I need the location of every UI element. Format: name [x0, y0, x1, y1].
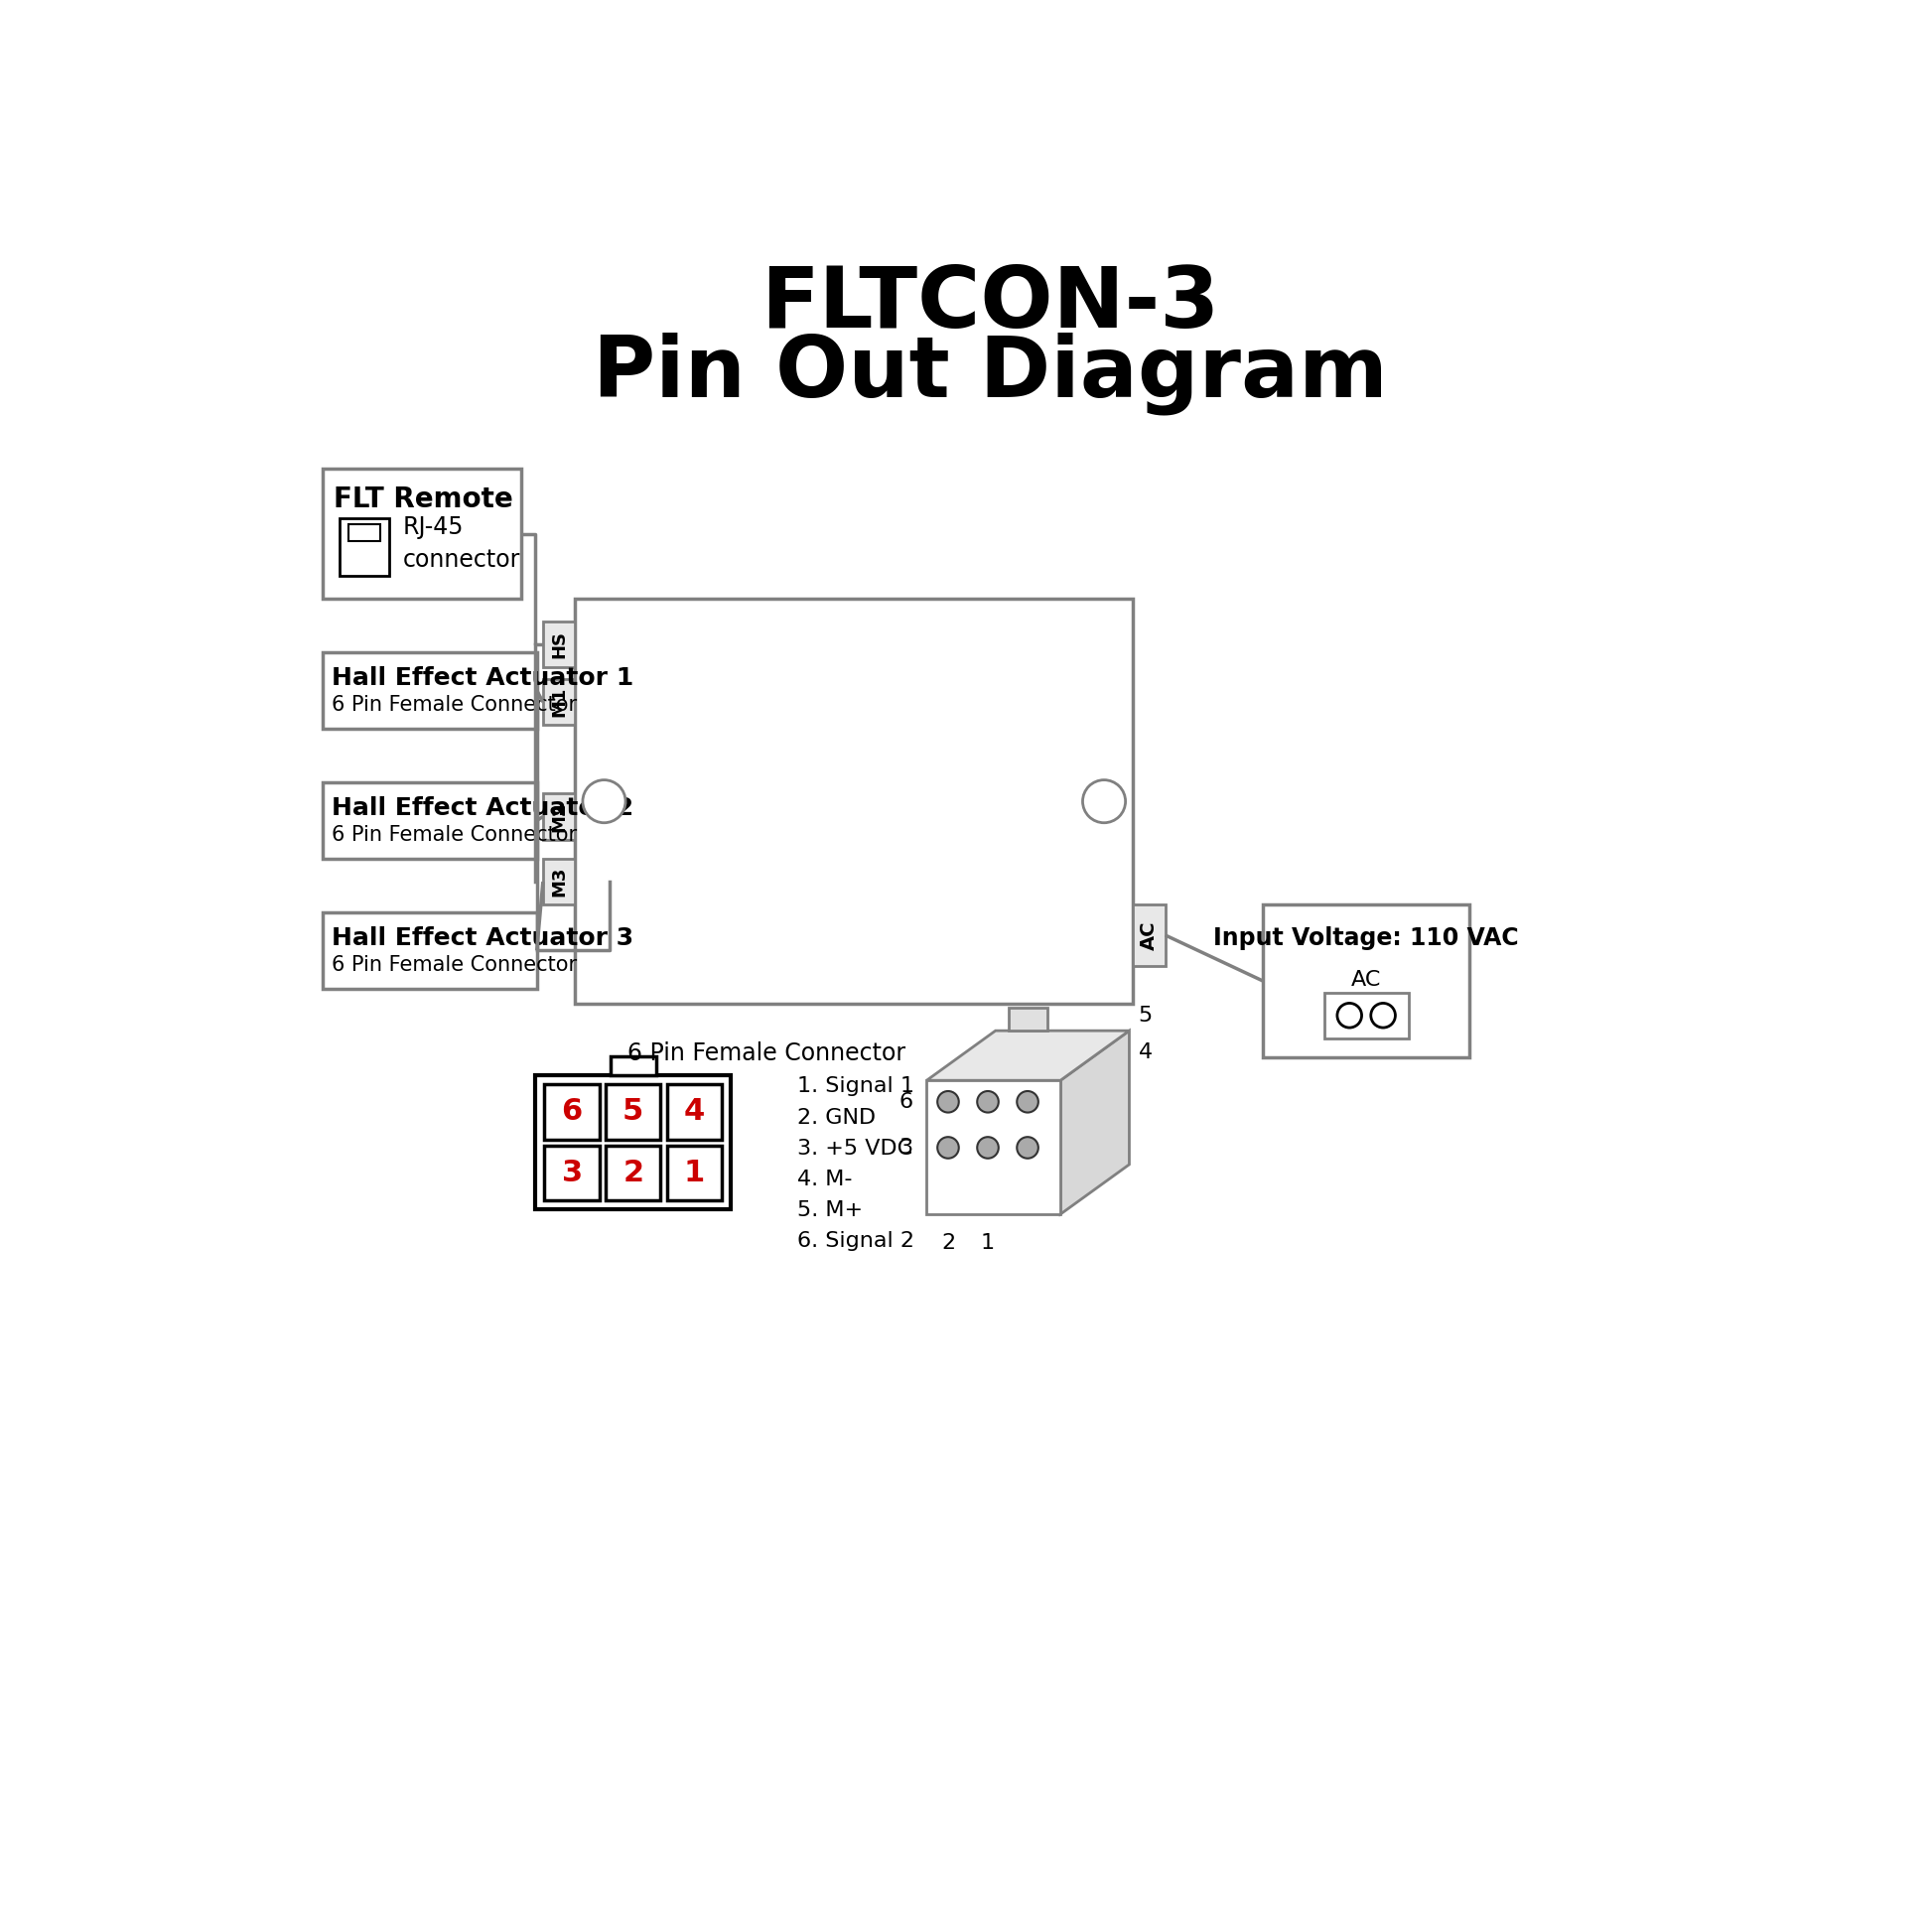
Text: M2: M2 — [551, 802, 568, 833]
Text: 6 Pin Female Connector: 6 Pin Female Connector — [332, 825, 578, 844]
Text: RJ-45
connector: RJ-45 connector — [404, 516, 520, 572]
FancyBboxPatch shape — [1264, 904, 1470, 1057]
Text: 6 Pin Female Connector: 6 Pin Female Connector — [332, 696, 578, 715]
Polygon shape — [927, 1030, 1130, 1080]
Circle shape — [937, 1136, 958, 1159]
Text: 4: 4 — [684, 1097, 705, 1126]
FancyBboxPatch shape — [323, 912, 537, 989]
FancyBboxPatch shape — [667, 1084, 723, 1140]
Text: 6: 6 — [898, 1092, 914, 1111]
FancyBboxPatch shape — [1009, 1009, 1047, 1030]
Circle shape — [978, 1092, 999, 1113]
FancyBboxPatch shape — [1132, 904, 1165, 966]
Circle shape — [1337, 1003, 1362, 1028]
Circle shape — [583, 781, 626, 823]
Circle shape — [1372, 1003, 1395, 1028]
FancyBboxPatch shape — [543, 794, 576, 840]
Text: 5: 5 — [622, 1097, 643, 1126]
Text: Hall Effect Actuator 3: Hall Effect Actuator 3 — [332, 925, 634, 951]
FancyBboxPatch shape — [1323, 993, 1408, 1037]
Polygon shape — [1061, 1030, 1130, 1213]
Circle shape — [937, 1092, 958, 1113]
Text: Hall Effect Actuator 2: Hall Effect Actuator 2 — [332, 796, 634, 819]
Circle shape — [978, 1136, 999, 1159]
FancyBboxPatch shape — [543, 678, 576, 724]
Text: 2: 2 — [941, 1233, 954, 1254]
FancyBboxPatch shape — [611, 1057, 657, 1074]
FancyBboxPatch shape — [545, 1084, 599, 1140]
Text: M1: M1 — [551, 688, 568, 717]
Text: AC: AC — [1350, 970, 1381, 989]
Text: 6: 6 — [562, 1097, 583, 1126]
FancyBboxPatch shape — [323, 653, 537, 728]
Text: M3: M3 — [551, 867, 568, 896]
Text: 6 Pin Female Connector: 6 Pin Female Connector — [332, 954, 578, 976]
Text: Hall Effect Actuator 1: Hall Effect Actuator 1 — [332, 667, 634, 690]
Text: FLT Remote: FLT Remote — [334, 485, 512, 514]
Circle shape — [1016, 1092, 1037, 1113]
FancyBboxPatch shape — [927, 1080, 1061, 1213]
FancyBboxPatch shape — [543, 858, 576, 904]
FancyBboxPatch shape — [323, 469, 522, 599]
Text: FLTCON-3: FLTCON-3 — [761, 263, 1219, 346]
FancyBboxPatch shape — [350, 526, 381, 541]
FancyBboxPatch shape — [605, 1146, 661, 1200]
FancyBboxPatch shape — [535, 1074, 730, 1209]
FancyBboxPatch shape — [323, 782, 537, 858]
Text: 5: 5 — [1138, 1005, 1153, 1026]
FancyBboxPatch shape — [605, 1084, 661, 1140]
FancyBboxPatch shape — [543, 622, 576, 668]
FancyBboxPatch shape — [667, 1146, 723, 1200]
Text: 6 Pin Female Connector: 6 Pin Female Connector — [628, 1041, 906, 1065]
Text: 1: 1 — [981, 1233, 995, 1254]
Circle shape — [1016, 1136, 1037, 1159]
Text: HS: HS — [551, 630, 568, 659]
Text: 3: 3 — [898, 1138, 914, 1157]
Text: 1. Signal 1
2. GND
3. +5 VDC
4. M-
5. M+
6. Signal 2: 1. Signal 1 2. GND 3. +5 VDC 4. M- 5. M+… — [796, 1076, 914, 1252]
FancyBboxPatch shape — [340, 518, 388, 576]
FancyBboxPatch shape — [576, 599, 1132, 1005]
Text: Input Voltage: 110 VAC: Input Voltage: 110 VAC — [1213, 925, 1519, 951]
Text: 4: 4 — [1138, 1041, 1153, 1063]
Text: 3: 3 — [562, 1159, 582, 1188]
Text: Pin Out Diagram: Pin Out Diagram — [593, 332, 1387, 415]
Text: 2: 2 — [622, 1159, 643, 1188]
Text: AC: AC — [1140, 920, 1159, 951]
Text: 1: 1 — [684, 1159, 705, 1188]
FancyBboxPatch shape — [545, 1146, 599, 1200]
Circle shape — [1082, 781, 1126, 823]
